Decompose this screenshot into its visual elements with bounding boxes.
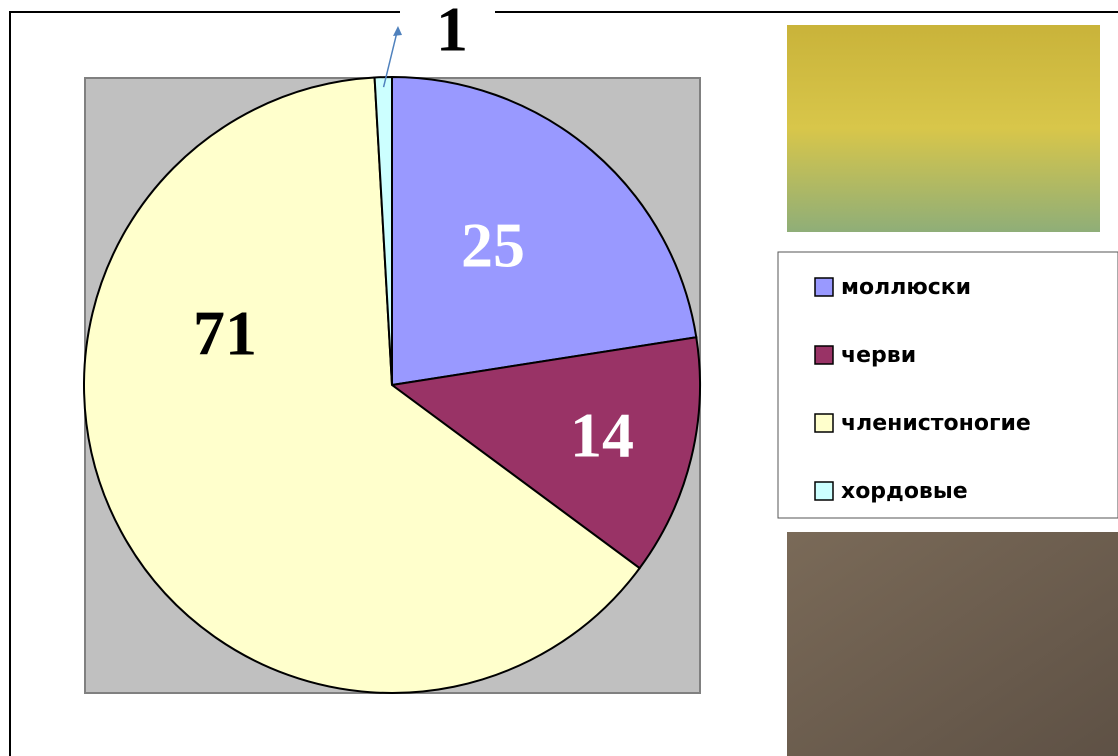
data-label: 1 xyxy=(436,0,468,65)
arrow-head xyxy=(393,26,402,36)
data-label: 25 xyxy=(461,210,525,281)
legend-label: моллюски xyxy=(841,275,971,300)
legend-label: черви xyxy=(841,343,916,368)
legend-swatch xyxy=(815,482,833,500)
legend-swatch xyxy=(815,414,833,432)
legend-label: хордовые xyxy=(841,479,968,504)
photo-ants xyxy=(787,532,1118,756)
photo-beetle xyxy=(787,25,1100,232)
data-label: 71 xyxy=(193,298,257,369)
legend-swatch xyxy=(815,278,833,296)
data-label: 14 xyxy=(570,400,634,471)
page: 25 14 71 1 моллюски черви членистоногие хордов… xyxy=(0,0,1118,756)
legend-label: членистоногие xyxy=(841,411,1031,436)
legend-swatch xyxy=(815,346,833,364)
